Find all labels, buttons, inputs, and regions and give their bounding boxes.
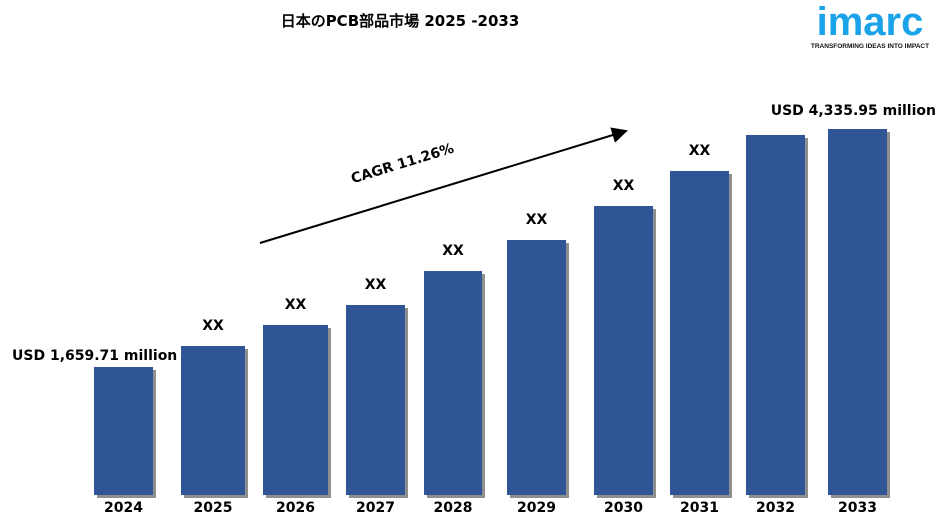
- bar-2027: [346, 304, 405, 495]
- data-label: XX: [689, 143, 711, 159]
- bar-2033: [828, 129, 887, 495]
- data-label: USD 4,335.95 million: [771, 103, 936, 119]
- data-label: XX: [526, 212, 548, 228]
- logo-wordmark: imarc: [816, 0, 924, 44]
- data-label: USD 1,659.71 million: [12, 348, 177, 364]
- chart-title: 日本のPCB部品市場 2025 -2033: [280, 12, 520, 30]
- data-label: XX: [202, 318, 224, 334]
- data-label: XX: [613, 178, 635, 194]
- x-tick-label: 2024: [104, 500, 143, 516]
- x-tick-label: 2030: [604, 500, 643, 516]
- bar-2025: [181, 345, 245, 495]
- x-tick-label: 2029: [517, 500, 556, 516]
- logo-tagline: TRANSFORMING IDEAS INTO IMPACT: [810, 43, 930, 50]
- x-tick-label: 2032: [756, 500, 795, 516]
- bar-2032: [746, 134, 805, 496]
- bar-2028: [424, 271, 482, 495]
- data-label: XX: [442, 243, 464, 259]
- data-label: XX: [365, 277, 387, 293]
- cagr-arrow: [259, 127, 628, 244]
- x-tick-label: 2027: [356, 500, 395, 516]
- bar-2024: [94, 367, 153, 495]
- bar-2026: [263, 325, 328, 495]
- x-tick-label: 2033: [838, 500, 877, 516]
- bar-2029: [507, 239, 566, 495]
- x-tick-label: 2026: [276, 500, 315, 516]
- bar-2030: [594, 206, 653, 495]
- x-tick-label: 2025: [194, 500, 233, 516]
- x-tick-label: 2031: [680, 500, 719, 516]
- x-tick-label: 2028: [434, 500, 473, 516]
- bar-2031: [670, 170, 729, 495]
- cagr-annotation: CAGR 11.26%: [349, 141, 456, 187]
- data-label: XX: [285, 297, 307, 313]
- imarc-logo: imarc TRANSFORMING IDEAS INTO IMPACT: [800, 2, 940, 50]
